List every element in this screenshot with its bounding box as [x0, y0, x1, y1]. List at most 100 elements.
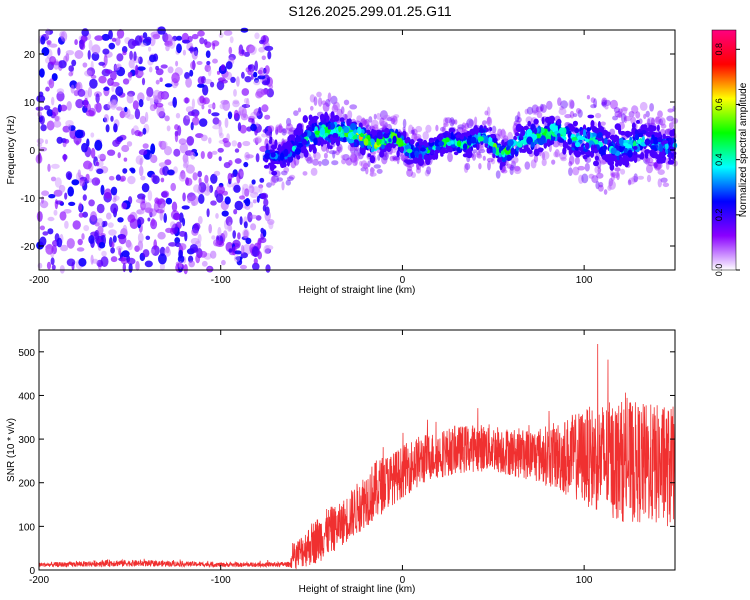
noise-cell: [149, 97, 154, 107]
signal-cell: [370, 147, 375, 153]
noise-cell: [255, 153, 260, 163]
noise-cell: [149, 104, 156, 112]
noise-cell: [244, 188, 250, 197]
signal-haze-cell: [558, 107, 567, 116]
signal-haze-cell: [283, 167, 290, 173]
noise-cell: [81, 233, 85, 240]
noise-cell: [136, 209, 145, 215]
noise-cell: [178, 261, 183, 270]
signal-cell: [277, 146, 284, 152]
signal-cell: [333, 114, 340, 122]
noise-cell: [138, 71, 145, 77]
noise-cell: [144, 202, 152, 213]
signal-haze-cell: [475, 152, 482, 158]
noise-cell: [63, 209, 72, 214]
noise-cell: [176, 35, 183, 41]
noise-cell: [150, 154, 158, 164]
signal-cell: [533, 118, 539, 125]
noise-cell: [120, 256, 129, 265]
signal-haze-cell: [328, 150, 337, 155]
signal-cell: [296, 155, 301, 160]
noise-cell: [163, 213, 167, 223]
colorbar-label: Normalized spectral amplitude: [738, 82, 749, 217]
noise-cell: [212, 58, 218, 64]
noise-cell: [177, 255, 185, 264]
noise-cell: [197, 30, 205, 37]
noise-cell: [185, 115, 190, 120]
noise-cell: [46, 120, 55, 131]
noise-cell: [254, 77, 259, 84]
signal-cell: [301, 138, 308, 145]
signal-cell: [537, 147, 544, 152]
signal-cell: [499, 163, 503, 171]
signal-cell: [434, 149, 440, 154]
signal-cell: [314, 130, 321, 135]
signal-haze-cell: [657, 178, 662, 188]
noise-cell: [82, 62, 88, 68]
signal-haze-cell: [514, 115, 520, 123]
signal-haze-cell: [541, 151, 546, 160]
noise-cell: [259, 145, 268, 152]
signal-cell: [339, 117, 345, 123]
signal-haze-cell: [265, 130, 271, 139]
signal-haze-cell: [367, 160, 371, 168]
noise-cell: [257, 75, 266, 80]
noise-cell: [189, 244, 198, 253]
noise-cell: [100, 256, 109, 267]
signal-haze-cell: [286, 176, 294, 181]
signal-cell: [650, 145, 657, 150]
noise-cell: [223, 141, 231, 148]
noise-cell: [45, 28, 50, 38]
noise-cell: [90, 132, 95, 138]
signal-cell: [601, 154, 607, 160]
signal-cell: [319, 113, 325, 121]
noise-cell: [82, 194, 87, 201]
signal-haze-cell: [412, 128, 418, 136]
snr-marks: [38, 343, 676, 570]
noise-cell: [246, 97, 250, 109]
noise-cell: [102, 48, 110, 55]
signal-cell: [343, 136, 347, 143]
noise-cell: [63, 153, 67, 162]
signal-cell: [271, 160, 276, 165]
signal-haze-cell: [572, 166, 580, 176]
noise-cell: [242, 140, 251, 147]
noise-cell: [166, 125, 171, 132]
signal-cell: [308, 114, 313, 121]
signal-haze-cell: [603, 189, 608, 195]
signal-haze-cell: [342, 154, 350, 161]
noise-cell: [115, 37, 121, 46]
signal-cell: [339, 137, 344, 142]
signal-cell: [644, 138, 651, 146]
noise-cell: [158, 140, 163, 148]
noise-cell: [142, 143, 149, 149]
signal-cell: [446, 141, 452, 146]
noise-cell: [141, 202, 147, 208]
noise-cell: [137, 66, 146, 71]
signal-haze-cell: [312, 158, 319, 166]
signal-haze-cell: [309, 156, 314, 164]
signal-cell: [279, 152, 285, 161]
noise-cell: [51, 264, 56, 271]
signal-haze-cell: [313, 96, 318, 106]
noise-cell: [210, 81, 215, 88]
noise-cell: [157, 26, 166, 35]
signal-haze-cell: [443, 122, 449, 128]
noise-cell: [137, 240, 144, 251]
noise-cell: [66, 238, 75, 249]
signal-cell: [568, 147, 572, 156]
signal-cell: [549, 140, 553, 146]
signal-haze-cell: [645, 157, 650, 166]
signal-cell: [313, 116, 318, 122]
signal-haze-cell: [476, 153, 483, 159]
signal-cell: [453, 151, 459, 156]
signal-cell: [569, 125, 576, 132]
noise-cell: [126, 93, 134, 104]
signal-haze-cell: [614, 167, 621, 172]
noise-cell: [87, 50, 91, 60]
noise-cell: [96, 203, 105, 214]
noise-cell: [59, 211, 67, 221]
noise-cell: [173, 148, 181, 157]
signal-haze-cell: [624, 114, 628, 124]
signal-cell: [596, 131, 603, 139]
